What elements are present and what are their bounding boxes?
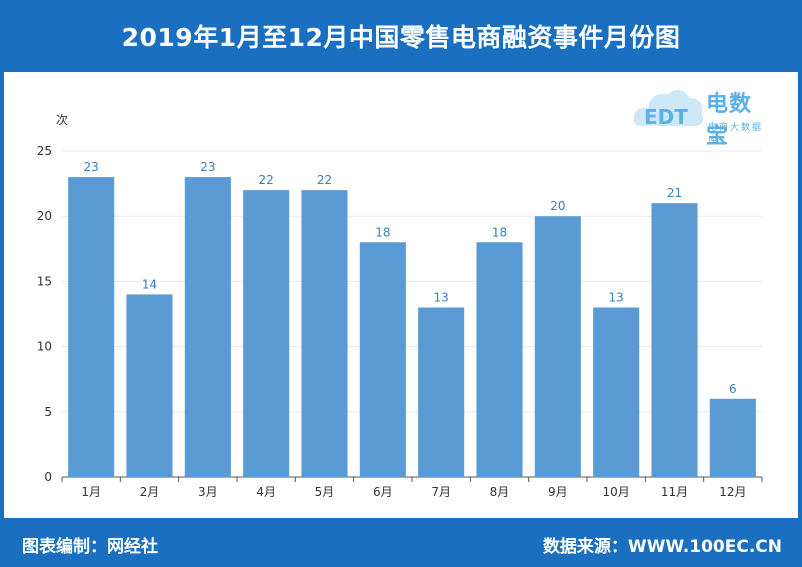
x-tick-label: 7月: [431, 485, 451, 499]
data-label: 18: [492, 225, 507, 239]
data-label: 6: [729, 382, 737, 396]
y-tick-label: 5: [44, 405, 52, 419]
x-tick-label: 11月: [661, 485, 688, 499]
x-tick-label: 4月: [256, 485, 276, 499]
y-tick-label: 20: [37, 209, 52, 223]
data-label: 13: [434, 290, 449, 304]
footer-credit: 图表编制：网经社: [22, 537, 158, 557]
x-tick-label: 2月: [140, 485, 160, 499]
x-tick-label: 12月: [719, 485, 746, 499]
data-label: 23: [200, 160, 215, 174]
data-label: 23: [84, 160, 99, 174]
bar: [418, 307, 465, 477]
y-axis-ticks: 0 5 10 15 20 25: [37, 144, 52, 484]
bar: [126, 294, 173, 477]
data-label: 18: [375, 225, 390, 239]
chart-title-bar: 2019年1月至12月中国零售电商融资事件月份图: [0, 0, 802, 72]
footer-source: 数据来源：WWW.100EC.CN: [542, 537, 782, 557]
bar: [301, 190, 348, 477]
bar: [184, 177, 231, 477]
footer-bar: 图表编制：网经社 数据来源：WWW.100EC.CN: [0, 518, 802, 567]
data-label: 20: [550, 199, 565, 213]
bars: 23 14 23 22 22 18 13 18 20 13 21 6: [68, 160, 756, 477]
bar: [476, 242, 523, 477]
x-axis-ticks: 1月 2月 3月 4月 5月 6月 7月 8月 9月 10月 11月 12月: [61, 477, 763, 499]
logo-mark: EDT: [644, 105, 688, 129]
x-tick-label: 3月: [198, 485, 218, 499]
bar: [534, 216, 581, 477]
bar: [359, 242, 406, 477]
data-label: 13: [609, 290, 624, 304]
logo-brand: 电数宝: [706, 92, 753, 149]
bar: [243, 190, 290, 477]
x-tick-label: 8月: [490, 485, 510, 499]
y-tick-label: 15: [37, 274, 52, 288]
logo-subtitle: 电商大数据库: [708, 123, 764, 146]
x-tick-label: 6月: [373, 485, 393, 499]
bar: [709, 398, 756, 477]
y-axis-label: 次: [56, 113, 68, 127]
y-tick-label: 0: [44, 470, 52, 484]
data-label: 21: [667, 186, 682, 200]
bar: [593, 307, 640, 477]
x-tick-label: 10月: [603, 485, 630, 499]
bar: [68, 177, 115, 477]
y-tick-label: 25: [37, 144, 52, 158]
x-tick-label: 9月: [548, 485, 568, 499]
bar: [651, 203, 698, 477]
data-label: 14: [142, 277, 157, 291]
logo: EDT 电数宝 电商大数据库: [632, 76, 772, 149]
data-label: 22: [317, 173, 332, 187]
cloud-icon: EDT: [633, 89, 703, 129]
x-tick-label: 1月: [81, 485, 101, 499]
chart-title: 2019年1月至12月中国零售电商融资事件月份图: [121, 23, 681, 52]
y-tick-label: 10: [37, 340, 52, 354]
x-tick-label: 5月: [315, 485, 335, 499]
data-label: 22: [259, 173, 274, 187]
